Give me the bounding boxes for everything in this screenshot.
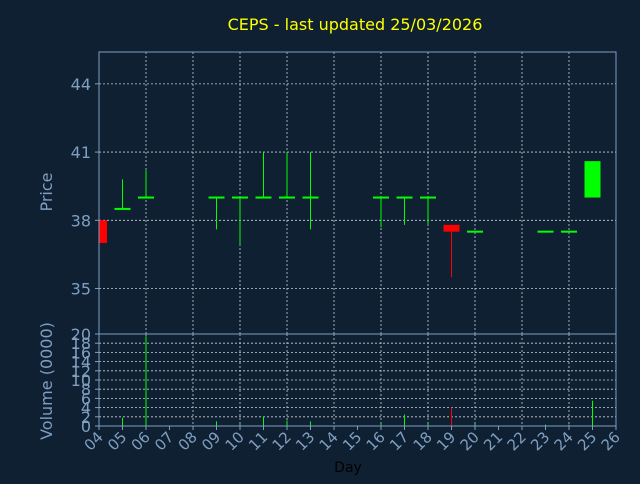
volume-tick-label: 20 — [71, 325, 91, 344]
volume-tick-label: 10 — [71, 371, 91, 390]
price-tick-label: 35 — [71, 280, 91, 299]
volume-tick-label: 16 — [71, 343, 91, 362]
x-tick-label: 05 — [104, 428, 130, 454]
candles — [98, 152, 601, 278]
candle-body — [584, 161, 601, 198]
volume-grid — [95, 333, 617, 427]
price-tick-label: 44 — [71, 75, 91, 94]
volume-tick-label: 2 — [81, 408, 91, 427]
x-tick-label: 18 — [410, 428, 436, 454]
volume-tick-label: 0 — [81, 417, 91, 436]
candle-body — [114, 207, 131, 210]
candle-body — [420, 196, 436, 199]
price-tick-label: 38 — [71, 211, 91, 230]
x-tick-label: 16 — [363, 428, 389, 454]
volume-bars — [98, 336, 593, 426]
candle-body — [467, 230, 483, 233]
x-tick-label: 10 — [222, 428, 248, 454]
price-axis-label: Price — [37, 172, 56, 211]
volume-axis-label: Volume (0000) — [37, 322, 56, 440]
candle-body — [373, 196, 389, 199]
x-tick-label: 13 — [292, 428, 318, 454]
candle-body — [443, 224, 460, 232]
volume-tick-label: 18 — [71, 334, 91, 353]
x-tick-label: 22 — [504, 428, 530, 454]
volume-panel-frame — [98, 333, 617, 427]
candle-body — [279, 196, 295, 199]
x-tick-label: 08 — [175, 428, 201, 454]
volume-tick-label: 4 — [81, 399, 91, 418]
candle-body — [208, 196, 225, 199]
x-tick-label: 07 — [151, 428, 177, 454]
price-tick-label: 41 — [71, 143, 91, 162]
x-tick-label: 14 — [316, 428, 342, 454]
x-tick-label: 17 — [386, 428, 412, 454]
x-tick-label: 09 — [198, 428, 224, 454]
x-axis-label: Day — [334, 460, 362, 476]
volume-tick-label: 12 — [71, 362, 91, 381]
candle-body — [302, 196, 319, 199]
candle-body — [138, 196, 154, 199]
price-tick-labels: 35 38 41 44 — [71, 75, 91, 299]
candle-body — [99, 220, 107, 244]
x-tick-label: 21 — [480, 428, 506, 454]
candle-body — [537, 230, 554, 233]
volume-tick-label: 6 — [81, 389, 91, 408]
price-grid — [95, 52, 617, 334]
candle-body — [561, 230, 577, 233]
volume-tick-label: 14 — [71, 353, 91, 372]
chart-title: CEPS - last updated 25/03/2026 — [228, 15, 483, 34]
price-panel-frame — [98, 51, 617, 335]
x-tick-label: 15 — [339, 428, 365, 454]
candle-body — [232, 196, 248, 199]
x-tick-label: 06 — [128, 428, 154, 454]
x-tick-label: 20 — [457, 428, 483, 454]
x-tick-label: 23 — [527, 428, 553, 454]
x-tick-label: 26 — [598, 428, 624, 454]
x-tick-label: 24 — [551, 428, 577, 454]
volume-tick-label: 8 — [81, 380, 91, 399]
x-tick-label: 12 — [269, 428, 295, 454]
candle-body — [396, 196, 413, 199]
x-tick-label: 25 — [574, 428, 600, 454]
x-tick-label: 11 — [245, 428, 271, 454]
x-tick-labels: 0405060708091011121314151617181920212223… — [81, 426, 624, 454]
x-tick-label: 19 — [433, 428, 459, 454]
candle-body — [255, 196, 272, 199]
